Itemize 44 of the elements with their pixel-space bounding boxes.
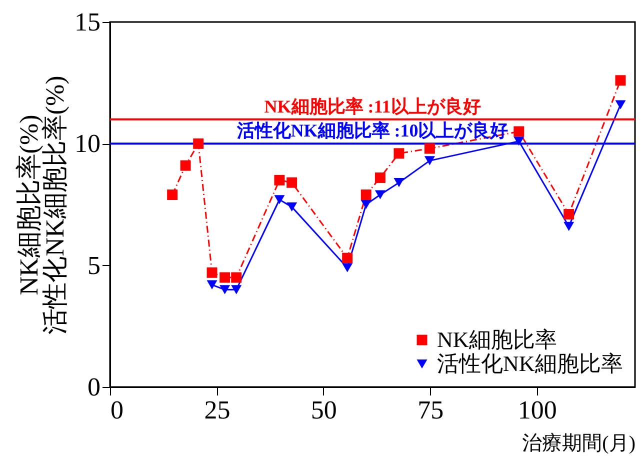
point [564,208,574,220]
y-tick-label: 0 [88,372,100,402]
point [286,177,298,188]
ref-line-label: NK細胞比率 :11以上が良好 [264,96,481,116]
y-tick-label: 10 [74,129,100,158]
ref-line-label: 活性化NK細胞比率 :10以上が良好 [236,120,508,141]
x-tick-label: 75 [418,396,444,424]
point [564,222,574,231]
point [342,252,353,264]
point [193,138,204,149]
x-axis-title: 治療期間(月) [522,432,636,454]
point [514,136,524,146]
point [231,285,242,294]
point [615,75,626,86]
point [615,100,626,110]
point [424,143,435,154]
point [220,272,230,283]
x-tick-label: 25 [204,396,230,424]
point [374,172,386,183]
point [274,174,285,186]
point [360,200,372,210]
point [374,190,386,200]
point [167,190,178,200]
point [274,195,285,204]
y-axis-title: NK細胞比率(%) 活性化NK細胞比率(%) [14,76,70,334]
point [206,280,218,290]
point [206,267,218,278]
point [424,156,435,166]
point [394,178,404,188]
legend-label: 活性化NK細胞比率 [437,351,623,376]
x-tick-label: 0 [110,396,124,424]
x-tick-label: 100 [518,396,557,424]
point [514,126,524,137]
y-tick-label: 5 [88,250,100,280]
point [180,160,191,171]
point [220,285,230,294]
point [231,272,242,283]
point [394,148,404,159]
point [342,263,353,272]
x-tick-label: 50 [310,396,337,424]
point [360,190,372,200]
point [286,202,298,212]
legend-label: NK細胞比率 [437,327,557,352]
y-tick-label: 15 [74,8,100,36]
